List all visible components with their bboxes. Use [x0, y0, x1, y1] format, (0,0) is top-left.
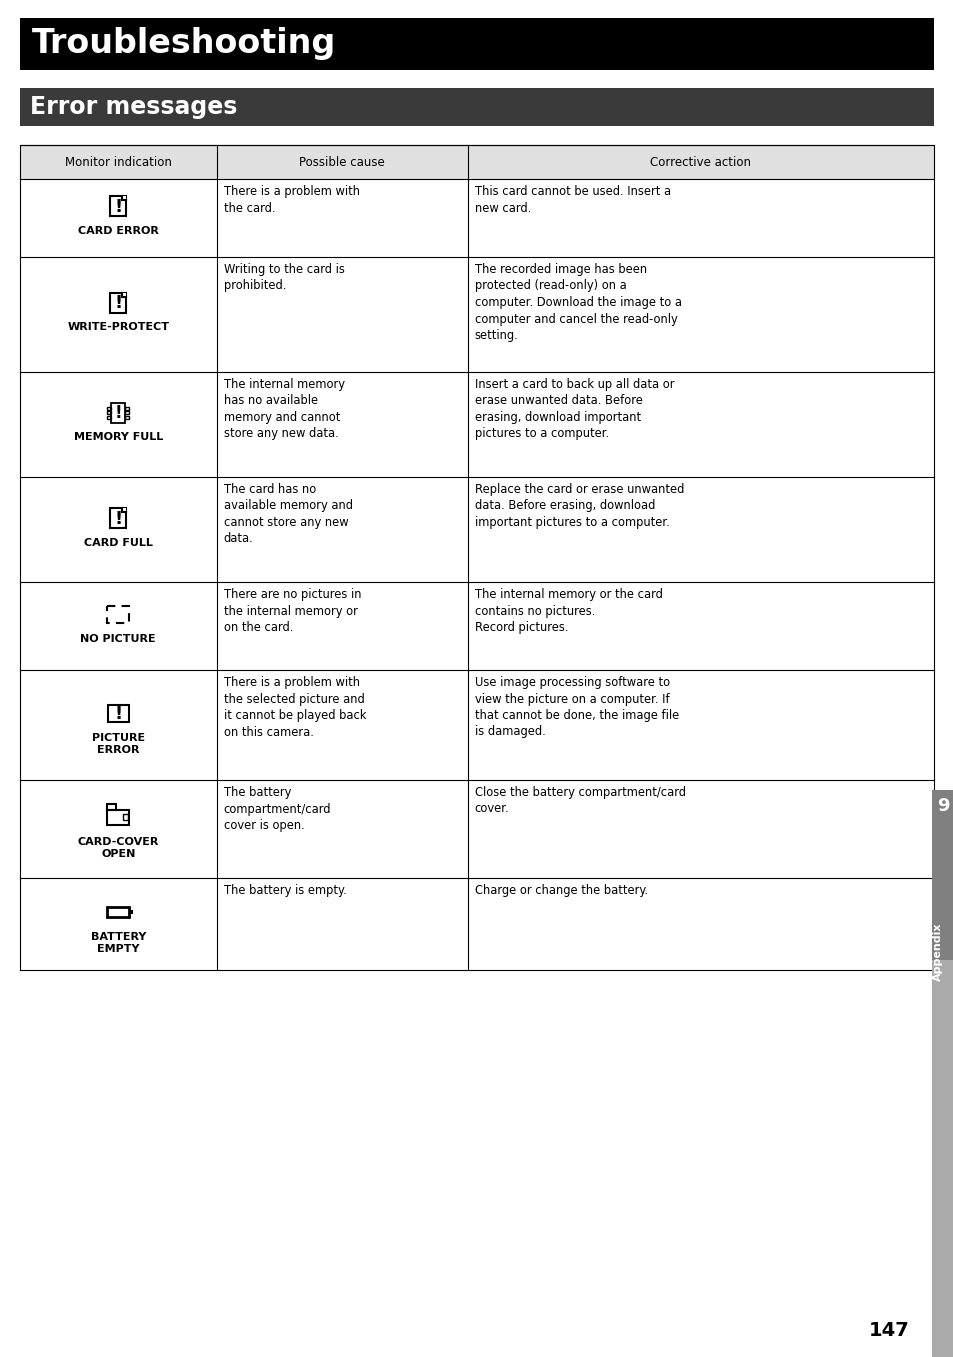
Bar — [123, 814, 128, 821]
Bar — [20, 670, 933, 780]
Bar — [20, 478, 933, 582]
Text: The card has no
available memory and
cannot store any new
data.: The card has no available memory and can… — [223, 483, 353, 546]
Bar — [111, 508, 126, 528]
Text: Replace the card or erase unwanted
data. Before erasing, download
important pict: Replace the card or erase unwanted data.… — [475, 483, 683, 529]
Text: !: ! — [114, 706, 122, 723]
Bar — [107, 805, 115, 810]
Text: The battery is empty.: The battery is empty. — [223, 883, 346, 897]
Text: Troubleshooting: Troubleshooting — [32, 27, 335, 61]
Bar — [20, 179, 933, 256]
Bar — [126, 407, 130, 410]
Text: WRITE-PROTECT: WRITE-PROTECT — [67, 323, 169, 332]
Text: This card cannot be used. Insert a
new card.: This card cannot be used. Insert a new c… — [475, 185, 670, 214]
Bar — [111, 403, 126, 422]
Bar — [107, 407, 111, 410]
Bar — [122, 293, 126, 297]
Text: Monitor indication: Monitor indication — [65, 156, 172, 168]
Text: Use image processing software to
view the picture on a computer. If
that cannot : Use image processing software to view th… — [475, 676, 679, 738]
Bar — [107, 605, 129, 623]
Text: 9: 9 — [936, 797, 948, 816]
Text: !: ! — [114, 294, 122, 312]
Text: CARD FULL: CARD FULL — [84, 537, 152, 547]
Bar — [111, 195, 126, 216]
Text: 147: 147 — [868, 1320, 909, 1339]
Bar — [20, 18, 933, 71]
Text: Insert a card to back up all data or
erase unwanted data. Before
erasing, downlo: Insert a card to back up all data or era… — [475, 379, 674, 441]
Bar — [126, 415, 130, 418]
Bar — [126, 411, 130, 414]
Text: The battery
compartment/card
cover is open.: The battery compartment/card cover is op… — [223, 786, 331, 832]
Bar — [108, 704, 129, 722]
Bar — [20, 145, 933, 179]
Bar — [111, 195, 126, 216]
Text: There is a problem with
the card.: There is a problem with the card. — [223, 185, 359, 214]
Bar — [20, 372, 933, 478]
Text: NO PICTURE: NO PICTURE — [80, 634, 156, 645]
Text: MEMORY FULL: MEMORY FULL — [73, 433, 163, 442]
Text: Charge or change the battery.: Charge or change the battery. — [475, 883, 647, 897]
Bar — [111, 293, 126, 312]
Text: The internal memory or the card
contains no pictures.
Record pictures.: The internal memory or the card contains… — [475, 588, 662, 634]
Bar — [20, 256, 933, 372]
Bar — [107, 805, 115, 810]
Text: The internal memory
has no available
memory and cannot
store any new data.: The internal memory has no available mem… — [223, 379, 344, 441]
Text: There is a problem with
the selected picture and
it cannot be played back
on thi: There is a problem with the selected pic… — [223, 676, 366, 738]
Bar — [107, 411, 111, 414]
Bar — [107, 906, 129, 917]
Bar — [111, 508, 126, 528]
Text: The recorded image has been
protected (read-only) on a
computer. Download the im: The recorded image has been protected (r… — [475, 263, 681, 342]
Text: Close the battery compartment/card
cover.: Close the battery compartment/card cover… — [475, 786, 685, 816]
Bar — [107, 605, 129, 623]
Text: CARD-COVER
OPEN: CARD-COVER OPEN — [77, 837, 159, 859]
Bar — [107, 906, 129, 917]
Bar — [107, 810, 129, 825]
Bar — [122, 508, 126, 512]
Bar — [107, 411, 111, 414]
Text: !: ! — [114, 404, 122, 422]
Text: There are no pictures in
the internal memory or
on the card.: There are no pictures in the internal me… — [223, 588, 360, 634]
Text: PICTURE
ERROR: PICTURE ERROR — [91, 733, 145, 754]
Bar — [107, 415, 111, 418]
Bar — [20, 145, 933, 179]
Text: Appendix: Appendix — [932, 923, 942, 981]
Bar — [126, 415, 130, 418]
Text: Error messages: Error messages — [30, 95, 237, 119]
Bar — [931, 959, 953, 1357]
Bar — [20, 780, 933, 878]
Bar — [20, 88, 933, 126]
Bar — [123, 814, 128, 821]
Bar — [126, 407, 130, 410]
Bar — [122, 195, 126, 201]
Bar — [20, 878, 933, 970]
Bar — [126, 411, 130, 414]
Text: Writing to the card is
prohibited.: Writing to the card is prohibited. — [223, 263, 344, 293]
Text: BATTERY
EMPTY: BATTERY EMPTY — [91, 932, 146, 954]
Bar — [111, 293, 126, 312]
Bar — [107, 415, 111, 418]
Text: CARD ERROR: CARD ERROR — [78, 227, 158, 236]
Text: Corrective action: Corrective action — [650, 156, 751, 168]
Bar — [931, 790, 953, 959]
Text: !: ! — [114, 198, 122, 216]
Bar — [20, 582, 933, 670]
Bar — [107, 407, 111, 410]
Text: !: ! — [114, 509, 122, 528]
Bar — [129, 909, 132, 915]
Bar — [108, 704, 129, 722]
Bar — [111, 403, 126, 422]
Text: Possible cause: Possible cause — [299, 156, 385, 168]
Bar — [107, 810, 129, 825]
